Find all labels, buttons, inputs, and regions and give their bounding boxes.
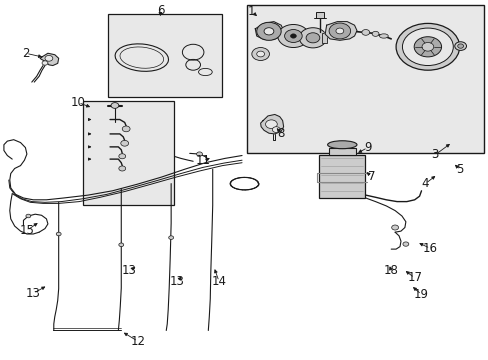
Bar (328, 148, 355, 155)
Circle shape (457, 44, 463, 48)
Circle shape (305, 33, 319, 43)
Circle shape (272, 127, 280, 132)
Circle shape (277, 24, 308, 48)
Circle shape (395, 23, 459, 70)
Text: 14: 14 (211, 275, 226, 288)
Ellipse shape (379, 34, 387, 38)
Circle shape (361, 30, 369, 35)
Text: 5: 5 (455, 163, 463, 176)
Polygon shape (255, 22, 283, 40)
Circle shape (402, 242, 408, 246)
Bar (318, 155, 365, 198)
Circle shape (111, 103, 119, 108)
Text: 18: 18 (383, 264, 398, 277)
Text: 17: 17 (407, 271, 421, 284)
Bar (83, 101, 173, 205)
Circle shape (42, 61, 48, 65)
Bar (316, 12, 324, 18)
Circle shape (264, 28, 273, 35)
Circle shape (26, 214, 31, 218)
Polygon shape (260, 114, 283, 134)
Text: 13: 13 (122, 264, 137, 277)
Bar (321, 33, 326, 43)
Text: 4: 4 (421, 177, 428, 190)
Circle shape (119, 166, 125, 171)
Circle shape (256, 22, 281, 40)
Text: 19: 19 (413, 288, 428, 301)
Circle shape (122, 126, 130, 132)
Circle shape (265, 120, 277, 129)
Circle shape (391, 225, 398, 230)
Bar (246, 5, 483, 153)
Circle shape (45, 55, 53, 61)
Circle shape (328, 23, 350, 39)
Circle shape (290, 34, 296, 38)
Circle shape (251, 48, 269, 60)
Circle shape (119, 243, 123, 247)
Text: 8: 8 (277, 127, 285, 140)
Circle shape (196, 152, 202, 156)
Text: 13: 13 (26, 287, 41, 300)
Polygon shape (40, 53, 59, 66)
Text: 1: 1 (247, 5, 255, 18)
Circle shape (284, 30, 302, 42)
Polygon shape (325, 22, 356, 40)
Circle shape (121, 140, 128, 146)
Text: 6: 6 (156, 4, 164, 17)
Text: 12: 12 (130, 335, 145, 348)
Circle shape (168, 236, 173, 239)
Circle shape (335, 28, 343, 34)
Ellipse shape (327, 141, 356, 149)
Circle shape (299, 28, 326, 48)
Circle shape (119, 154, 125, 159)
Text: 15: 15 (20, 224, 34, 237)
Text: 10: 10 (71, 96, 85, 109)
Circle shape (421, 42, 433, 51)
Text: 9: 9 (363, 141, 371, 154)
Circle shape (402, 28, 452, 66)
Text: 11: 11 (195, 154, 210, 167)
Text: 3: 3 (430, 148, 438, 161)
Circle shape (256, 51, 264, 57)
Text: 16: 16 (422, 242, 437, 255)
Text: 13: 13 (170, 275, 184, 288)
Circle shape (56, 232, 61, 236)
Text: 2: 2 (22, 47, 30, 60)
Bar (107, 14, 222, 97)
Text: 7: 7 (367, 170, 375, 183)
Circle shape (371, 31, 378, 36)
Circle shape (413, 37, 441, 57)
Circle shape (454, 42, 466, 50)
